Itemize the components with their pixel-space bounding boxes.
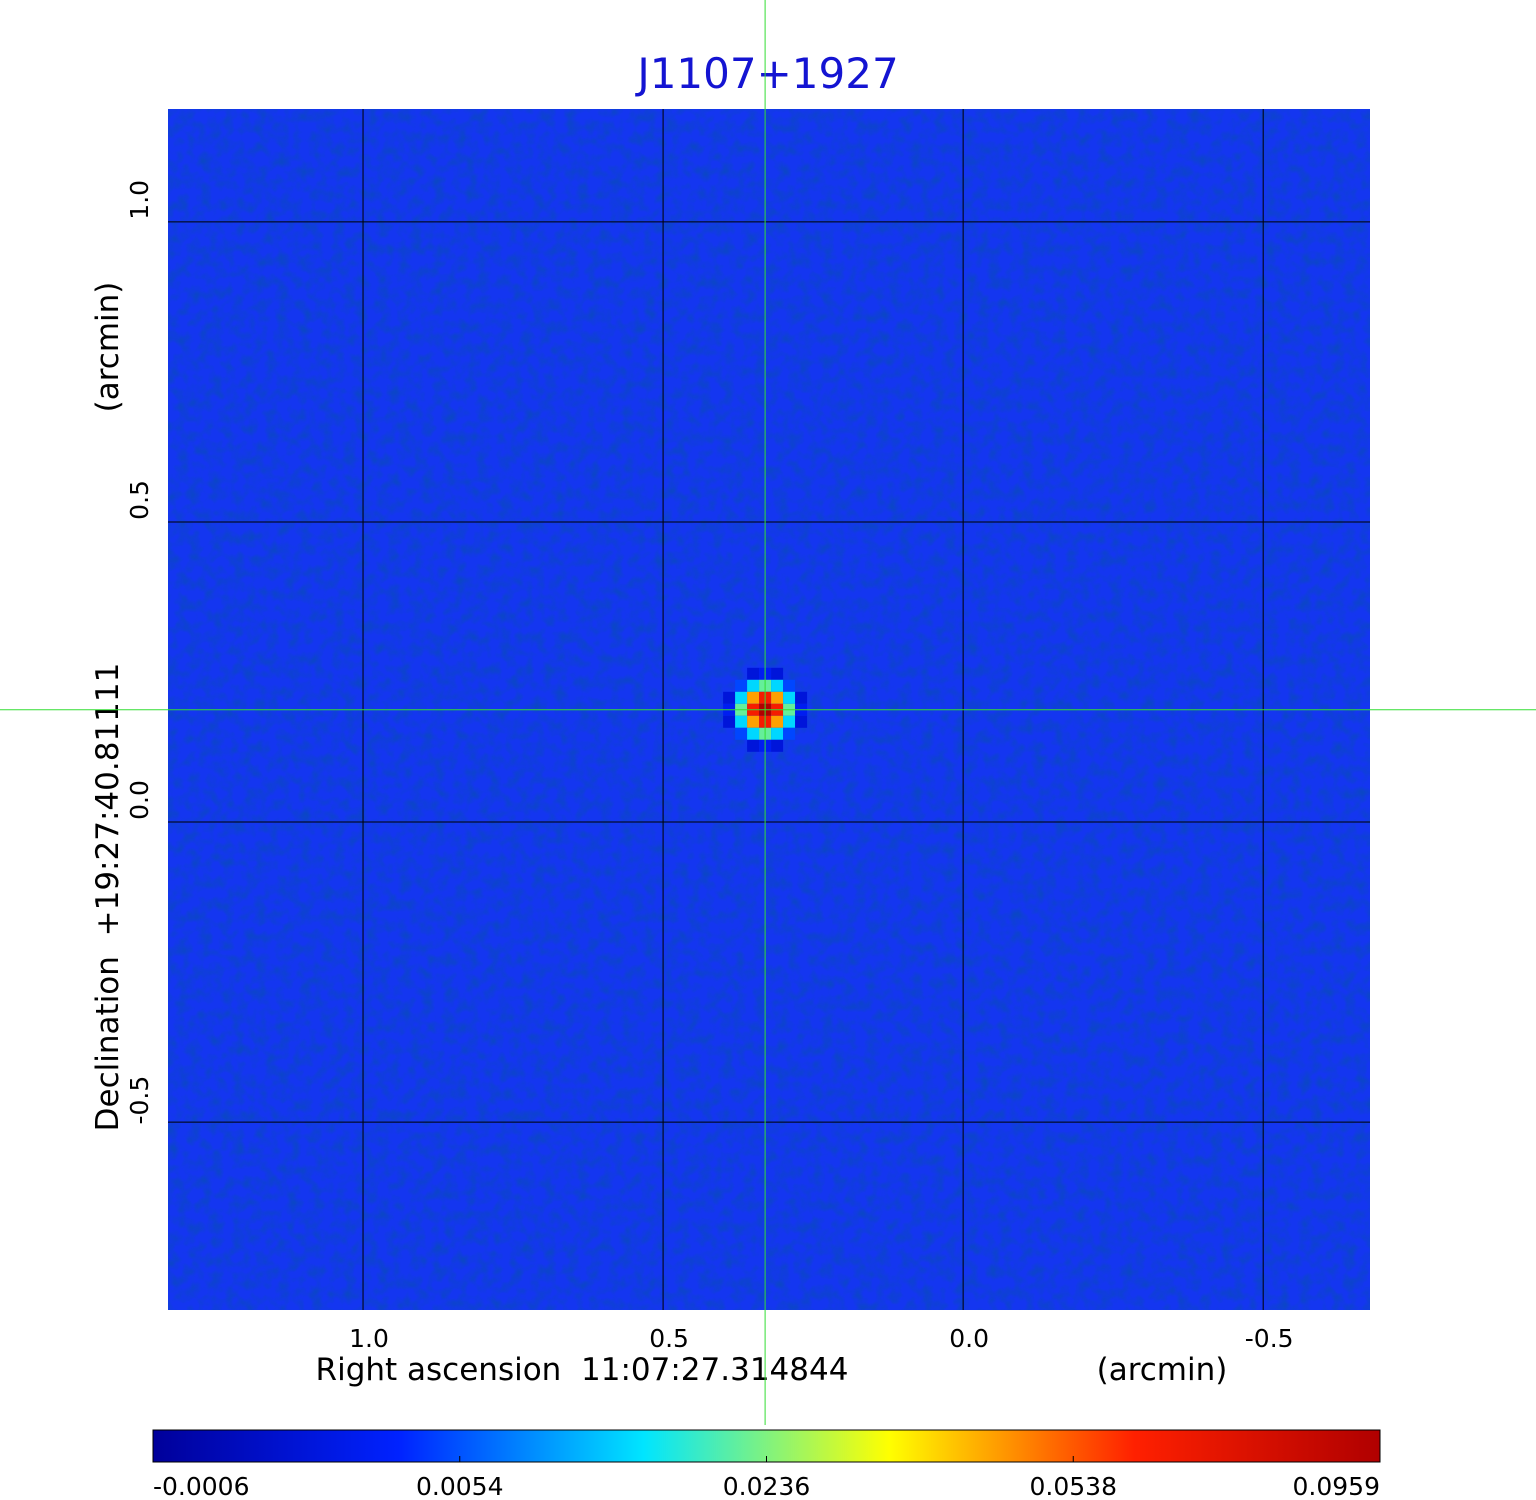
y-axis-label: Declination +19:27:40.81111 — [90, 663, 126, 1132]
y-tick-label: 0.0 — [125, 780, 154, 820]
x-tick-label: -0.5 — [1245, 1324, 1294, 1353]
colorbar-tick-label: 0.0236 — [723, 1472, 810, 1500]
source-pixel — [747, 739, 760, 752]
source-pixel — [771, 667, 784, 680]
source-pixel — [771, 727, 784, 740]
source-pixel — [747, 691, 760, 704]
source-pixel — [735, 715, 748, 728]
y-tick-label: 1.0 — [125, 180, 154, 220]
x-tick-label: 0.5 — [649, 1324, 689, 1353]
colorbar-tick-label: 0.0538 — [1030, 1472, 1117, 1500]
x-axis-label: Right ascension 11:07:27.314844 — [316, 1352, 849, 1388]
x-tick-label: 0.0 — [949, 1324, 989, 1353]
x-tick-label: 1.0 — [349, 1324, 389, 1353]
source-pixel — [735, 679, 748, 692]
x-axis-unit: (arcmin) — [1097, 1352, 1228, 1388]
colorbar-tick-label: 0.0959 — [1293, 1472, 1380, 1500]
source-pixel — [747, 667, 760, 680]
source-pixel — [783, 691, 796, 704]
source-pixel — [723, 691, 736, 704]
source-pixel — [735, 691, 748, 704]
colorbar-tick-label: 0.0054 — [416, 1472, 503, 1500]
source-pixel — [771, 715, 784, 728]
colorbar-tick-label: -0.0006 — [153, 1472, 250, 1500]
source-pixel — [783, 715, 796, 728]
y-tick-label: 0.5 — [125, 480, 154, 520]
source-pixel — [783, 727, 796, 740]
source-pixel — [735, 727, 748, 740]
source-pixel — [747, 679, 760, 692]
source-pixel — [795, 715, 808, 728]
source-pixel — [783, 679, 796, 692]
chart-title: J1107+1927 — [634, 49, 898, 98]
source-pixel — [771, 691, 784, 704]
y-axis-unit: (arcmin) — [90, 282, 126, 413]
source-pixel — [747, 727, 760, 740]
source-pixel — [795, 691, 808, 704]
y-tick-label: -0.5 — [125, 1076, 154, 1125]
source-pixel — [747, 715, 760, 728]
source-pixel — [771, 679, 784, 692]
source-pixel — [771, 739, 784, 752]
source-pixel — [723, 715, 736, 728]
